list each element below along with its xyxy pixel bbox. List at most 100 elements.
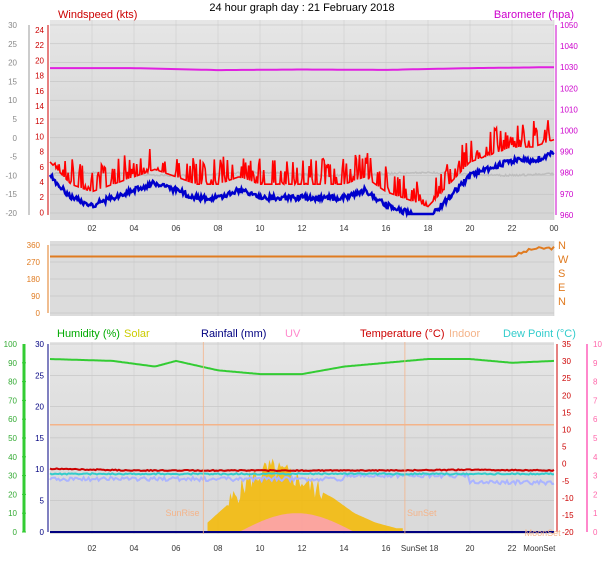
x-tick-label: 02 [88, 224, 97, 233]
y-right-tick-label: 990 [560, 148, 574, 157]
y-left-tick-label: -15 [5, 190, 17, 199]
y-inner-tick-label: 8 [40, 148, 45, 157]
x-tick-label: 04 [130, 544, 139, 553]
y-far-right-tick-label: 7 [593, 396, 598, 405]
y-left-tick-label: 50 [8, 434, 17, 443]
moonset-x-label: MoonSet [523, 544, 556, 553]
y-tick-label: 180 [27, 275, 41, 284]
moonset-label: MoonSet [525, 528, 562, 538]
compass-label: N [558, 240, 566, 252]
y-left-tick-label: 100 [4, 340, 18, 349]
y-far-right-tick-label: 5 [593, 434, 598, 443]
y-left-tick-label: 60 [8, 415, 17, 424]
y-inner-tick-label: 15 [35, 434, 44, 443]
y-far-right-tick-label: 6 [593, 415, 598, 424]
y-inner-tick-label: 20 [35, 56, 44, 65]
y-right-tick-label: 1000 [560, 127, 578, 136]
y-right-tick-label: 1040 [560, 42, 578, 51]
windspeed-series [49, 120, 555, 208]
y-left-tick-label: 20 [8, 59, 17, 68]
y-left-tick-label: 0 [13, 134, 18, 143]
y-right-tick-label: 15 [562, 408, 571, 417]
y-right-tick-label: -10 [562, 494, 574, 503]
y-right-tick-label: 970 [560, 190, 574, 199]
y-inner-tick-label: 10 [35, 465, 44, 474]
dewpoint-light-series [49, 471, 555, 487]
legend-dewpoint: Dew Point (°C) [503, 328, 576, 340]
y-tick-label: 90 [31, 292, 40, 301]
x-tick-label: 22 [508, 544, 517, 553]
legend-uv: UV [285, 328, 301, 340]
y-inner-tick-label: 0 [40, 528, 45, 537]
sunrise-label: SunRise [166, 508, 200, 518]
wind-direction-series [50, 246, 555, 258]
y-right-tick-label: 1030 [560, 63, 578, 72]
y-inner-tick-label: 0 [40, 208, 45, 217]
compass-label: N [558, 296, 566, 308]
legend-temperature: Temperature (°C) [360, 328, 444, 340]
legend-solar: Solar [124, 328, 150, 340]
y-right-tick-label: 20 [562, 391, 571, 400]
y-left-tick-label: 5 [13, 115, 18, 124]
y-inner-tick-label: 12 [35, 117, 44, 126]
y-left-tick-label: 30 [8, 472, 17, 481]
y-tick-label: 0 [36, 309, 41, 318]
y-left-tick-label: 10 [8, 509, 17, 518]
y-left-tick-label: -5 [10, 153, 18, 162]
x-tick-label: 00 [550, 224, 559, 233]
y-right-tick-label: 30 [562, 357, 571, 366]
x-tick-label: 10 [256, 544, 265, 553]
sunset-label: SunSet [407, 508, 437, 518]
compass-label: W [558, 254, 569, 266]
y-far-right-tick-label: 4 [593, 453, 598, 462]
legend-humidity: Humidity (%) [57, 328, 120, 340]
y-right-tick-label: 960 [560, 211, 574, 220]
y-right-tick-label: -5 [562, 477, 570, 486]
x-tick-label: 06 [172, 544, 181, 553]
compass-label: S [558, 268, 565, 280]
y-right-tick-label: 35 [562, 340, 571, 349]
y-left-tick-label: 25 [8, 40, 17, 49]
legend-rainfall: Rainfall (mm) [201, 328, 266, 340]
legend-barometer: Barometer (hpa) [494, 9, 574, 21]
sunset-x-label: SunSet 18 [401, 544, 439, 553]
y-right-tick-label: -15 [562, 511, 574, 520]
y-left-tick-label: -20 [5, 209, 17, 218]
x-tick-label: 12 [298, 224, 307, 233]
x-tick-label: 06 [172, 224, 181, 233]
x-tick-label: 14 [340, 224, 349, 233]
y-inner-tick-label: 10 [35, 132, 44, 141]
y-inner-tick-label: 24 [35, 26, 44, 35]
uv-series [239, 513, 355, 532]
y-right-tick-label: 1010 [560, 105, 578, 114]
legend-windspeed: Windspeed (kts) [58, 9, 137, 21]
y-inner-tick-label: 30 [35, 340, 44, 349]
x-tick-label: 08 [214, 544, 223, 553]
panel2-gridlines [50, 241, 555, 316]
x-tick-label: 20 [466, 224, 475, 233]
y-left-tick-label: 15 [8, 77, 17, 86]
dewpoint-series [49, 472, 555, 476]
y-inner-tick-label: 25 [35, 371, 44, 380]
y-inner-tick-label: 2 [40, 193, 45, 202]
panel3-ticks: 1009080706050403020100302520151050353025… [4, 340, 603, 553]
y-right-tick-label: 1050 [560, 21, 578, 30]
y-left-tick-label: 70 [8, 396, 17, 405]
y-inner-tick-label: 6 [40, 163, 45, 172]
x-tick-label: 18 [424, 224, 433, 233]
y-far-right-tick-label: 8 [593, 378, 598, 387]
chart-title: 24 hour graph day : 21 February 2018 [209, 2, 394, 14]
y-inner-tick-label: 20 [35, 403, 44, 412]
y-right-tick-label: 1020 [560, 84, 578, 93]
y-right-tick-label: -20 [562, 528, 574, 537]
y-left-tick-label: 40 [8, 453, 17, 462]
temperature-series [49, 467, 555, 473]
x-tick-label: 08 [214, 224, 223, 233]
y-far-right-tick-label: 1 [593, 509, 598, 518]
y-far-right-tick-label: 10 [593, 340, 602, 349]
y-inner-tick-label: 5 [40, 497, 45, 506]
x-tick-label: 02 [88, 544, 97, 553]
y-right-tick-label: 10 [562, 426, 571, 435]
